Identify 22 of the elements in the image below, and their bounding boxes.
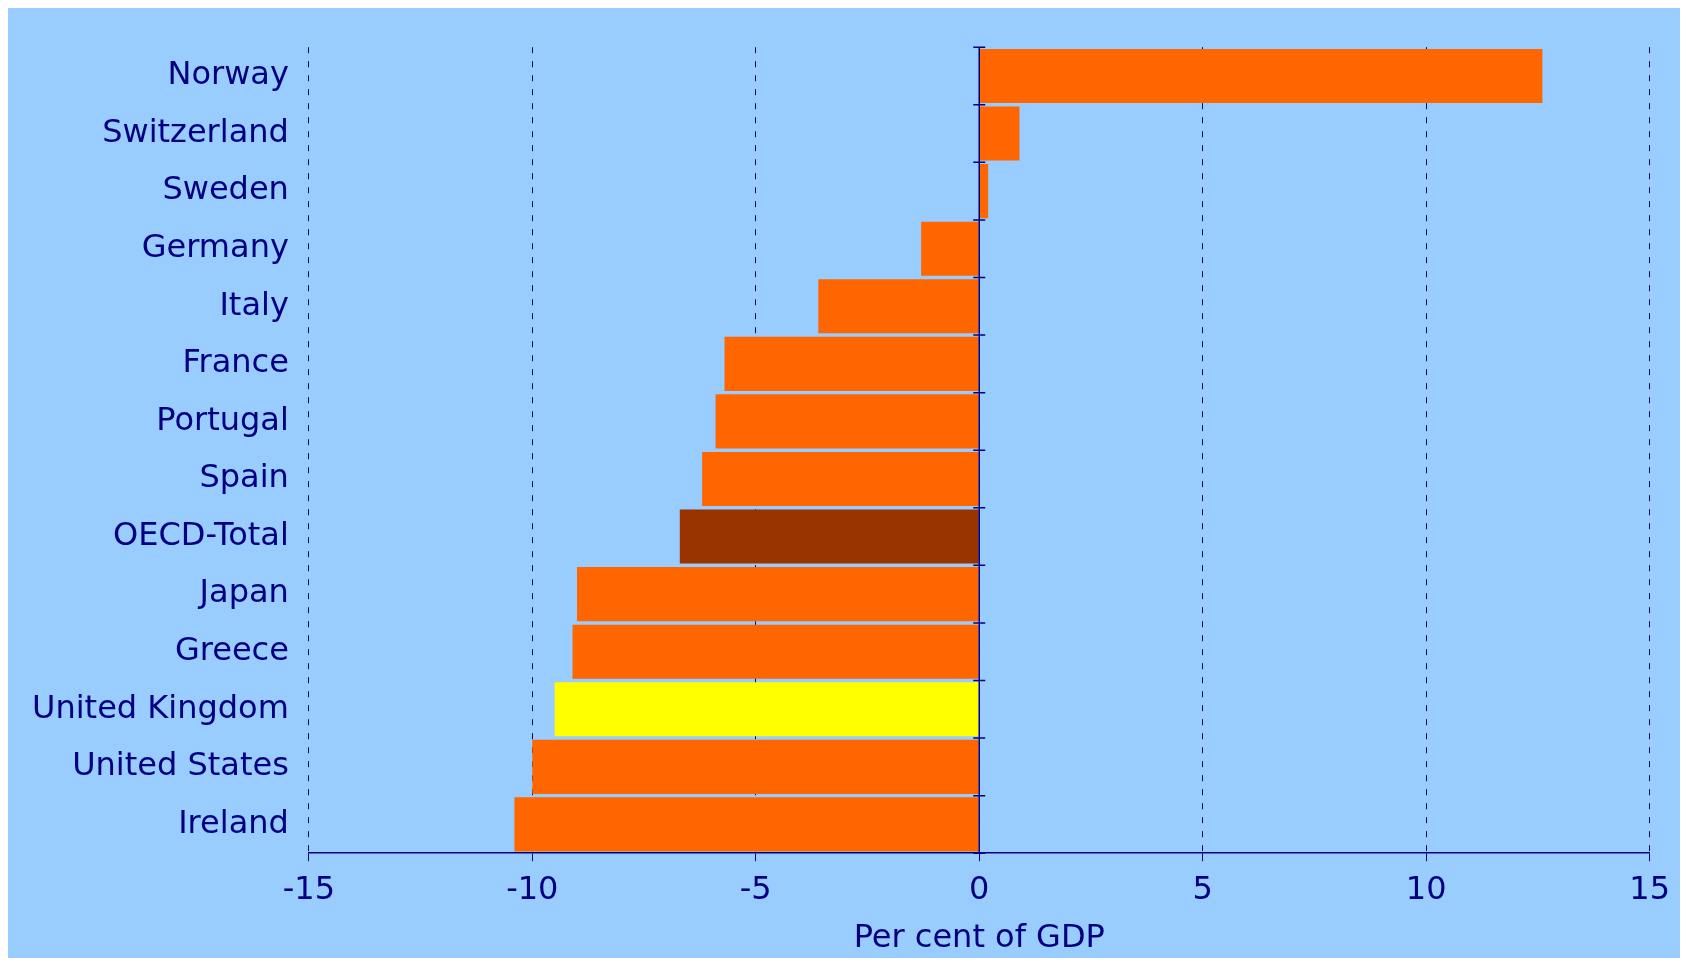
y-tick-label: Greece — [174, 630, 289, 669]
x-tick-label: -5 — [739, 868, 772, 907]
y-tick-label: France — [182, 342, 289, 381]
y-tick-label: Germany — [141, 227, 289, 266]
y-tick-label: Sweden — [162, 169, 289, 208]
x-tick-label: -15 — [282, 868, 335, 907]
y-tick-label: Italy — [219, 284, 289, 323]
y-tick-label: Norway — [167, 54, 289, 93]
y-tick-label: Ireland — [178, 802, 289, 841]
x-tick-label: -10 — [506, 868, 559, 907]
x-tick-label: 0 — [969, 868, 990, 907]
y-tick-label: United States — [72, 745, 289, 784]
y-tick-label: Portugal — [156, 399, 289, 438]
y-tick-label: Spain — [199, 457, 289, 496]
x-tick-label: 5 — [1192, 868, 1213, 907]
x-tick-label: 15 — [1629, 868, 1670, 907]
x-axis-title: Per cent of GDP — [853, 917, 1105, 956]
y-tick-label: Japan — [197, 572, 289, 611]
y-tick-label: United Kingdom — [32, 687, 289, 726]
y-tick-label: OECD-Total — [113, 514, 289, 553]
x-tick-label: 10 — [1405, 868, 1447, 907]
y-tick-label: Switzerland — [102, 111, 289, 150]
